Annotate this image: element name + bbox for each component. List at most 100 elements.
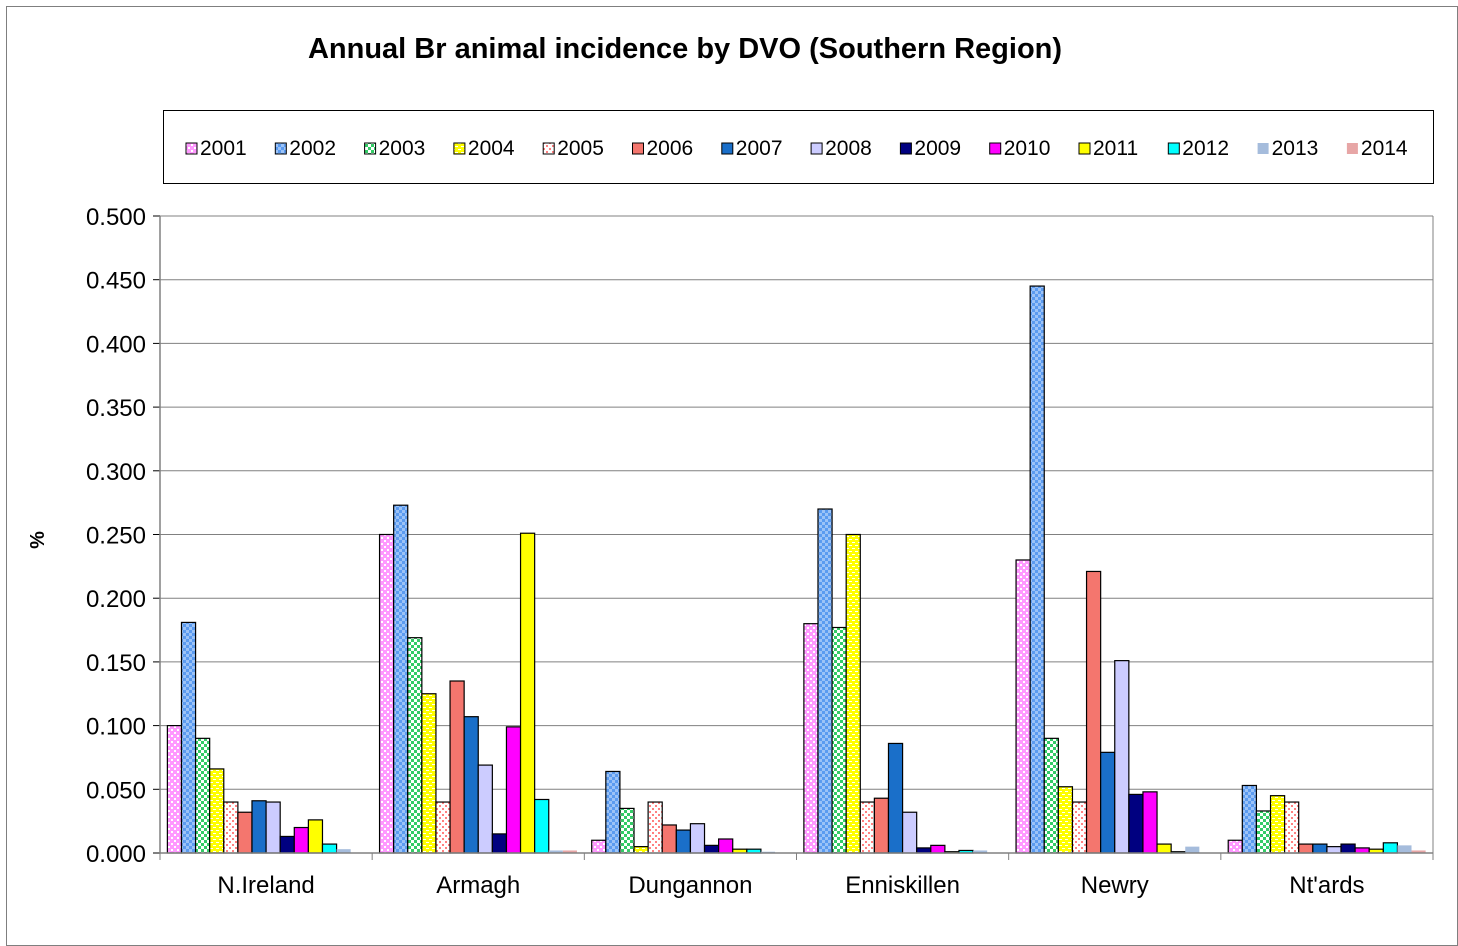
y-tick-label: 0.050	[86, 777, 146, 804]
legend-label: 2006	[647, 137, 694, 160]
bar-2005-Dungannon	[647, 801, 663, 854]
bars	[166, 285, 1426, 854]
bar-2008-N.Ireland	[265, 801, 281, 854]
legend-label: 2003	[379, 137, 426, 160]
legend-items: 2001 2002 2003 2004 2005 2006 2007 2008 2009 2010…	[185, 137, 1408, 160]
legend-label: 2004	[468, 137, 515, 160]
bar-2006-N.Ireland	[237, 811, 253, 854]
bar-2012-Armagh	[534, 798, 550, 854]
bar-2009-Dungannon	[703, 844, 720, 854]
legend-swatch	[899, 142, 912, 155]
bar-2002-Dungannon	[605, 770, 621, 854]
bar-2006-Armagh	[449, 680, 465, 854]
legend-label: 2008	[825, 137, 872, 160]
bar-2012-Nt'ards	[1382, 842, 1399, 854]
bar-2002-Newry	[1029, 285, 1045, 854]
bar-2005-Nt'ards	[1284, 801, 1300, 854]
y-tick-label: 0.250	[86, 523, 146, 550]
bar-2009-Nt'ards	[1340, 843, 1356, 854]
bar-2010-Dungannon	[718, 838, 734, 854]
bar-2012-N.Ireland	[321, 843, 338, 854]
bar-2002-Armagh	[393, 504, 409, 854]
bar-2002-Enniskillen	[817, 508, 833, 854]
bar-2007-N.Ireland	[251, 800, 267, 854]
bar-2004-Enniskillen	[845, 533, 861, 854]
legend-label: 2009	[914, 137, 961, 160]
bar-2003-Armagh	[407, 637, 423, 854]
legend-label: 2010	[1004, 137, 1051, 160]
bar-2003-Nt'ards	[1255, 810, 1272, 854]
x-tick-label: Dungannon	[628, 872, 752, 899]
bar-2011-N.Ireland	[307, 819, 324, 854]
legend-label: 2005	[557, 137, 604, 160]
legend-label: 2011	[1093, 137, 1138, 160]
bar-2004-Armagh	[421, 693, 437, 854]
bar-2009-Armagh	[491, 833, 508, 854]
y-tick-label: 0.100	[86, 714, 146, 741]
bar-2006-Dungannon	[661, 824, 677, 854]
bar-2003-N.Ireland	[194, 737, 211, 854]
y-tick-label: 0.350	[86, 395, 146, 422]
x-tick-label: Enniskillen	[845, 872, 960, 899]
bar-2003-Dungannon	[619, 807, 635, 854]
bar-2013-Enniskillen	[973, 850, 988, 853]
x-tick-label: N.Ireland	[217, 872, 314, 899]
legend-label: 2002	[289, 137, 336, 160]
bar-2005-Enniskillen	[859, 801, 875, 854]
bar-2014-Nt'ards	[1411, 850, 1426, 853]
legend-swatch	[274, 142, 287, 155]
bar-2008-Dungannon	[689, 823, 706, 854]
bar-2005-N.Ireland	[223, 801, 239, 854]
y-tick-labels: 0.000 0.050 0.100 0.150 0.200 0.250 0.300 0.350…	[86, 204, 146, 868]
legend-swatch	[1167, 142, 1180, 155]
bar-2008-Armagh	[477, 764, 493, 854]
legend-label: 2012	[1182, 137, 1229, 160]
bar-2010-Nt'ards	[1354, 847, 1370, 854]
bar-2005-Newry	[1071, 801, 1088, 854]
legend-swatch	[364, 142, 377, 155]
legend-label: 2007	[736, 137, 783, 160]
bar-2003-Enniskillen	[831, 626, 847, 854]
legend-swatch	[1346, 143, 1358, 154]
bar-2007-Enniskillen	[887, 742, 904, 854]
y-tick-label: 0.450	[86, 268, 146, 295]
bar-2004-Newry	[1057, 786, 1074, 854]
bar-2001-N.Ireland	[166, 724, 183, 854]
bar-2011-Newry	[1156, 843, 1172, 854]
legend-swatch	[542, 142, 555, 155]
bar-2007-Nt'ards	[1312, 843, 1328, 854]
bar-2013-Nt'ards	[1397, 845, 1412, 853]
bar-2005-Armagh	[435, 801, 451, 854]
bar-2008-Nt'ards	[1326, 846, 1342, 854]
bar-2013-Newry	[1185, 846, 1200, 853]
bar-2009-Enniskillen	[916, 847, 932, 854]
bar-2004-Dungannon	[633, 846, 649, 854]
legend-label: 2014	[1361, 137, 1408, 160]
y-tick-label: 0.300	[86, 459, 146, 486]
bar-2004-Nt'ards	[1269, 795, 1286, 854]
bar-2009-N.Ireland	[279, 835, 295, 854]
chart-title: Annual Br animal incidence by DVO (South…	[307, 33, 1063, 65]
bar-2007-Dungannon	[675, 829, 692, 854]
legend-swatch	[989, 142, 1002, 155]
x-tick-label: Newry	[1081, 872, 1149, 899]
legend-swatch	[721, 142, 734, 155]
y-tick-label: 0.200	[86, 586, 146, 613]
bar-2011-Armagh	[519, 532, 536, 854]
chart-legend: 2001 2002 2003 2004 2005 2006 2007 2008 2009 2010…	[163, 110, 1434, 184]
bar-2010-N.Ireland	[293, 826, 309, 854]
legend-label: 2013	[1272, 137, 1319, 160]
bar-2001-Newry	[1015, 559, 1031, 854]
bar-2004-N.Ireland	[209, 768, 225, 854]
bar-2009-Newry	[1128, 793, 1144, 854]
bar-2002-N.Ireland	[180, 621, 197, 854]
x-tick-label: Nt'ards	[1289, 872, 1364, 899]
bar-2010-Enniskillen	[930, 844, 946, 854]
legend-swatch	[453, 142, 466, 155]
legend-label: 2001	[200, 137, 247, 160]
bar-2007-Armagh	[463, 716, 479, 854]
bar-2006-Newry	[1085, 570, 1102, 854]
bar-2010-Newry	[1142, 791, 1158, 854]
y-tick-label: 0.400	[86, 331, 146, 358]
